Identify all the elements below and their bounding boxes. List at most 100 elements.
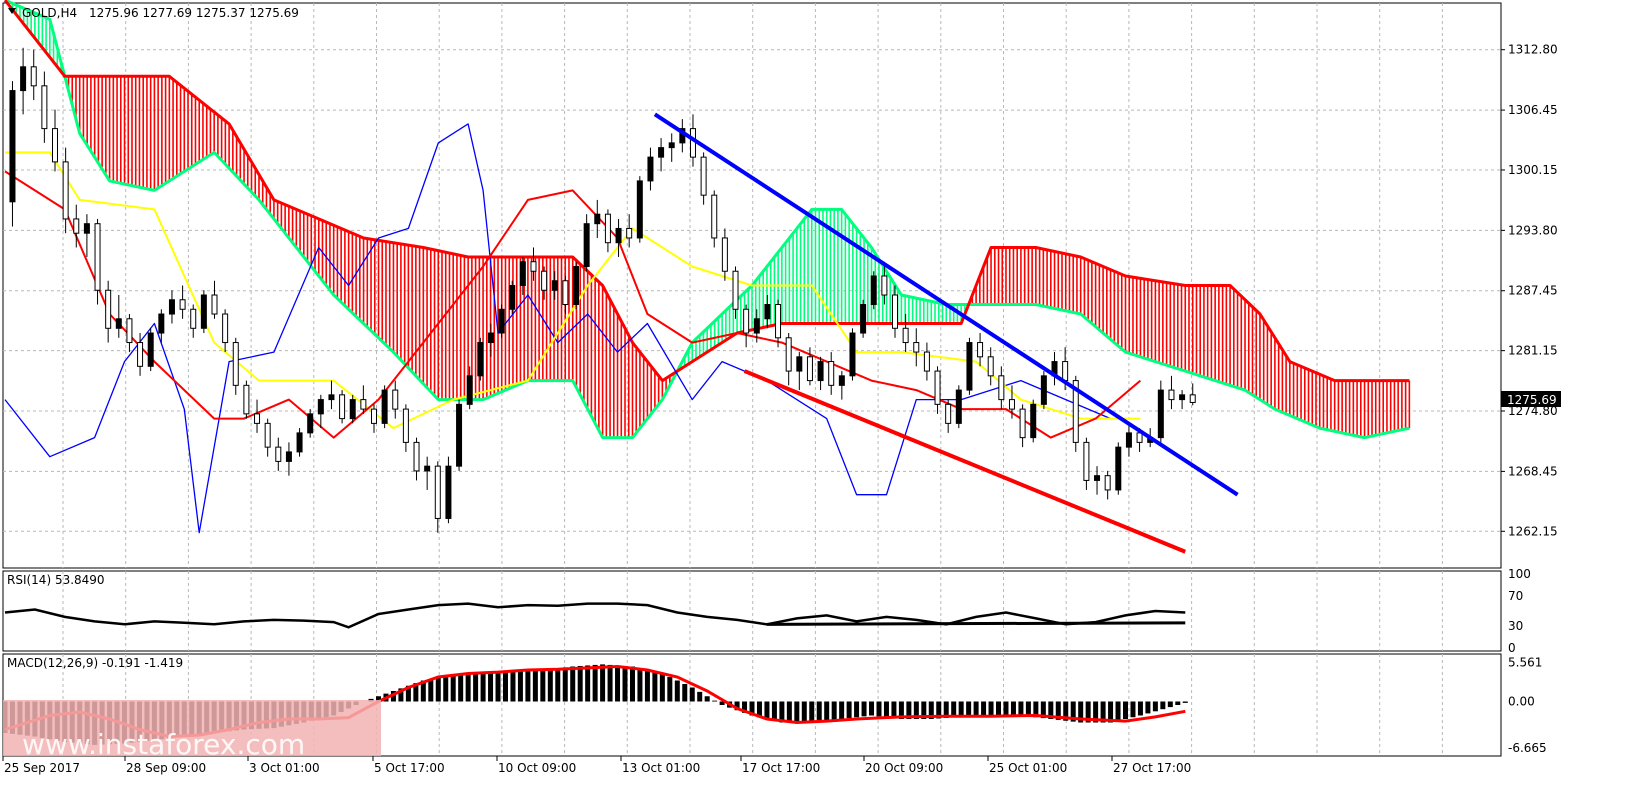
macd-histogram-bar bbox=[555, 668, 561, 702]
candle-bull bbox=[796, 356, 803, 372]
candle-bear bbox=[105, 289, 112, 329]
macd-histogram-bar bbox=[779, 701, 785, 723]
candle-bear bbox=[222, 313, 229, 344]
candle-bear bbox=[434, 465, 441, 519]
macd-histogram-bar bbox=[1010, 701, 1016, 716]
candle-bull bbox=[307, 413, 314, 434]
macd-histogram-bar bbox=[637, 668, 643, 702]
macd-histogram-bar bbox=[1070, 701, 1076, 722]
candle-bear bbox=[190, 308, 197, 329]
candle-bear bbox=[1019, 408, 1026, 439]
macd-histogram-bar bbox=[1175, 701, 1181, 705]
candle-bull bbox=[860, 304, 867, 334]
macd-histogram-bar bbox=[756, 701, 762, 718]
macd-histogram-bar bbox=[1167, 701, 1173, 708]
macd-histogram-bar bbox=[517, 671, 523, 702]
price-tick-label: 1300.15 bbox=[1508, 163, 1558, 177]
macd-tick-label: 5.561 bbox=[1508, 656, 1542, 670]
candle-bear bbox=[987, 356, 994, 377]
price-tick-label: 1281.15 bbox=[1508, 344, 1558, 358]
macd-histogram-bar bbox=[525, 671, 531, 702]
candle-bear bbox=[732, 270, 739, 310]
macd-histogram-bar bbox=[1040, 701, 1046, 719]
price-axis: 1312.80 1306.45 1300.15 1293.80 1287.45 1281.… bbox=[1501, 43, 1558, 538]
time-tick-label: 25 Sep 2017 bbox=[4, 761, 80, 775]
macd-histogram-bar bbox=[704, 696, 710, 702]
price-tick-label: 1274.80 bbox=[1508, 404, 1558, 418]
price-tick-label: 1306.45 bbox=[1508, 103, 1558, 117]
macd-histogram-bar bbox=[764, 701, 770, 719]
macd-histogram-bar bbox=[973, 701, 979, 717]
macd-histogram-bar bbox=[854, 701, 860, 718]
macd-histogram-bar bbox=[644, 670, 650, 702]
macd-histogram-bar bbox=[532, 670, 538, 702]
macd-histogram-bar bbox=[1100, 701, 1106, 723]
macd-histogram-bar bbox=[629, 666, 635, 702]
candle-bull bbox=[594, 213, 601, 225]
macd-histogram-bar bbox=[488, 673, 494, 702]
macd-histogram-bar bbox=[981, 701, 987, 717]
macd-histogram-bar bbox=[458, 674, 464, 702]
candle-bull bbox=[200, 294, 207, 329]
candle-bull bbox=[349, 399, 356, 420]
senkou-span-a-line bbox=[4, 0, 1410, 440]
time-axis: 25 Sep 2017 28 Sep 09:00 3 Oct 01:00 5 Oct … bbox=[2, 756, 1191, 775]
candle-bear bbox=[211, 294, 218, 315]
symbol-dropdown-icon[interactable] bbox=[8, 8, 16, 14]
trendlines[interactable] bbox=[653, 112, 1239, 554]
macd-histogram-bar bbox=[786, 701, 792, 723]
time-tick-label: 5 Oct 17:00 bbox=[374, 761, 445, 775]
candle-bull bbox=[1157, 389, 1164, 439]
macd-histogram-bar bbox=[831, 701, 837, 720]
candle-bear bbox=[902, 327, 909, 344]
candle-bear bbox=[1104, 475, 1111, 491]
tenkan-sen-line bbox=[4, 170, 1142, 439]
candle-bull bbox=[668, 142, 675, 149]
candle-bull bbox=[615, 227, 622, 244]
candle-bull bbox=[636, 180, 643, 239]
macd-histogram-bar bbox=[883, 701, 889, 718]
candle-bear bbox=[1072, 380, 1079, 443]
macd-histogram-bar bbox=[734, 701, 740, 711]
macd-histogram-bar bbox=[443, 676, 449, 702]
macd-histogram-bar bbox=[816, 701, 822, 722]
candle-bear bbox=[626, 227, 633, 239]
candle-bear bbox=[689, 128, 696, 158]
candle-bear bbox=[360, 399, 367, 410]
candle-bear bbox=[562, 280, 569, 306]
macd-histogram-bar bbox=[465, 674, 471, 702]
macd-histogram-bar bbox=[577, 665, 583, 702]
macd-histogram-bar bbox=[495, 672, 501, 702]
candle-bear bbox=[179, 299, 186, 310]
candle-bear bbox=[934, 370, 941, 405]
candle-bear bbox=[913, 342, 920, 353]
macd-tick-label: 0.00 bbox=[1508, 695, 1535, 709]
macd-histogram-bar bbox=[876, 701, 882, 717]
macd-histogram-bar bbox=[1145, 701, 1151, 714]
time-tick-label: 28 Sep 09:00 bbox=[126, 761, 206, 775]
candle-bear bbox=[339, 394, 346, 420]
price-tick-label: 1268.45 bbox=[1508, 464, 1558, 478]
candle-bull bbox=[551, 280, 558, 291]
macd-histogram-bar bbox=[615, 665, 621, 702]
macd-axis: 5.561 0.00 -6.665 bbox=[1508, 656, 1547, 756]
macd-histogram-bar bbox=[988, 701, 994, 717]
candle-bull bbox=[1094, 475, 1101, 481]
macd-histogram-bar bbox=[1152, 701, 1158, 712]
candle-bull bbox=[966, 342, 973, 391]
macd-histogram-bar bbox=[428, 679, 434, 702]
candle-bear bbox=[923, 351, 930, 372]
macd-histogram-bar bbox=[674, 680, 680, 702]
rsi-panel[interactable] bbox=[2, 570, 1502, 652]
candle-bull bbox=[381, 389, 388, 424]
candle-bull bbox=[658, 147, 665, 158]
candle-bear bbox=[1189, 394, 1196, 403]
macd-histogram-bar bbox=[1085, 701, 1091, 723]
macd-histogram-bar bbox=[473, 673, 479, 702]
macd-histogram-bar bbox=[928, 701, 934, 719]
watermark-text: www.instaforex.com bbox=[22, 728, 305, 761]
candle-bull bbox=[817, 361, 824, 382]
price-tick-label: 1287.45 bbox=[1508, 284, 1558, 298]
macd-histogram-bar bbox=[682, 684, 688, 702]
